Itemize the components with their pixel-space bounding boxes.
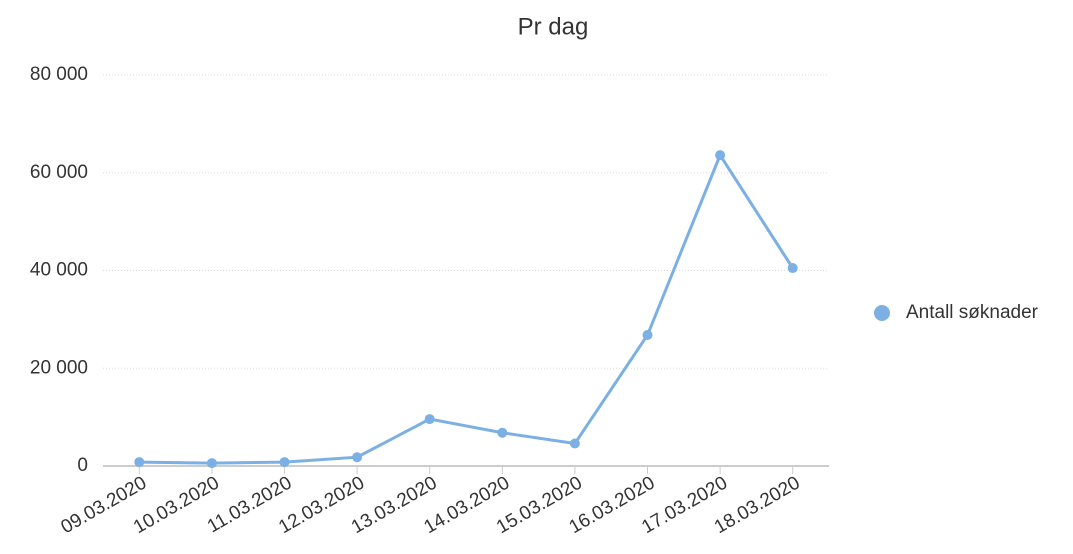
chart-title: Pr dag [518,13,589,40]
point [497,427,508,438]
y-tick-label: 60 000 [30,162,88,183]
point [715,150,726,161]
point [134,457,145,468]
point [352,452,363,463]
y-tick-label: 20 000 [30,357,88,378]
point [642,330,653,341]
legend-label: Antall søknader [906,302,1039,323]
line [139,151,794,465]
y-tick-label: 80 000 [30,64,88,85]
point [424,414,435,425]
point [279,457,290,468]
legend-marker [874,305,890,321]
point [787,263,798,274]
point [206,458,217,469]
y-tick-label: 0 [77,455,88,476]
y-tick-label: 40 000 [30,260,88,281]
point [569,438,580,449]
